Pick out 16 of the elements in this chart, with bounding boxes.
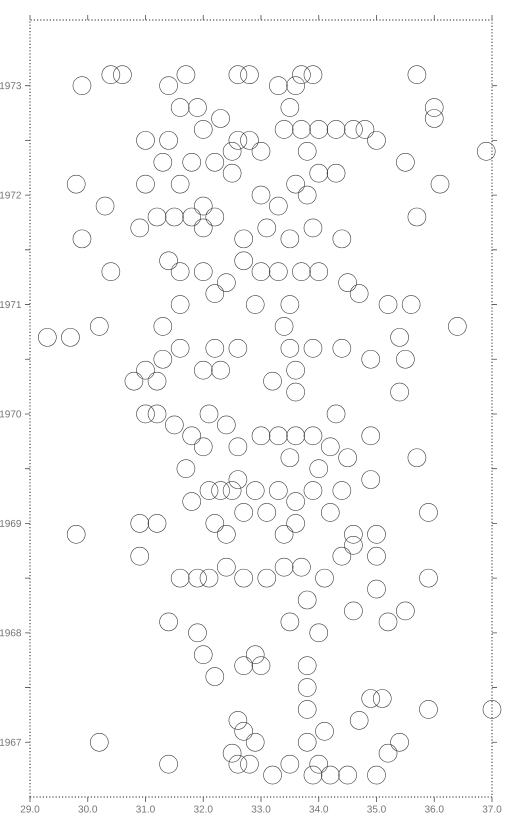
x-tick-label: 29.0: [20, 806, 40, 813]
y-tick-label: 1971: [0, 301, 21, 308]
y-tick-label: 1973: [0, 82, 22, 90]
x-tick-label: 31.0: [136, 806, 155, 813]
y-tick-label: 1967: [0, 738, 21, 746]
y-tick-label: 1970: [0, 410, 22, 418]
y-tick-label: 1972: [0, 192, 21, 199]
x-tick-label: 32.0: [194, 806, 213, 813]
x-tick-label: 30.0: [78, 806, 98, 813]
x-tick-label: 35.0: [367, 806, 386, 813]
x-tick-label: 33.0: [252, 806, 270, 813]
x-tick-label: 34.0: [309, 806, 328, 813]
y-tick-label: 1969: [0, 520, 21, 527]
x-tick-label: 36.0: [424, 806, 444, 813]
y-tick-label: 1968: [0, 629, 22, 636]
x-tick-label: 37.0: [482, 806, 502, 813]
